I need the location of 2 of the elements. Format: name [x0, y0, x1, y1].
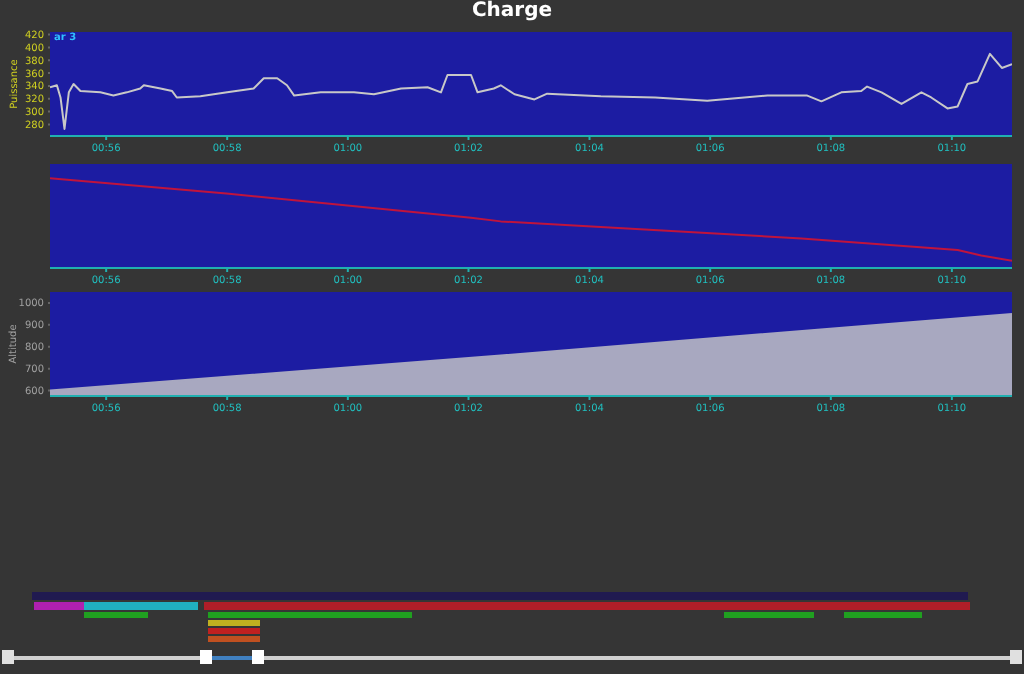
chart-title: Charge	[469, 0, 555, 22]
line-series	[50, 52, 1012, 130]
